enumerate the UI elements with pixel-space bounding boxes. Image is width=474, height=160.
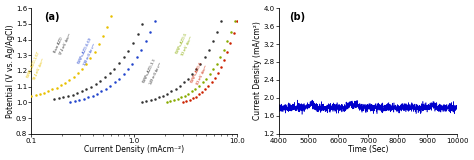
Text: Bare AZO
574 mV dec$^{-1}$: Bare AZO 574 mV dec$^{-1}$ xyxy=(53,28,75,57)
Text: PdNPs-AZO-3.3
149 mV dec$^{-1}$: PdNPs-AZO-3.3 149 mV dec$^{-1}$ xyxy=(142,57,165,87)
Text: PdNPs-AZO-1.67
594 mV dec$^{-1}$: PdNPs-AZO-1.67 594 mV dec$^{-1}$ xyxy=(26,50,49,82)
X-axis label: Time (Sec): Time (Sec) xyxy=(348,145,388,154)
Text: (a): (a) xyxy=(44,12,59,22)
Y-axis label: Current Density (mA/cm²): Current Density (mA/cm²) xyxy=(253,22,262,120)
Text: PdNPs-AZO-5
83 mV dec$^{-1}$: PdNPs-AZO-5 83 mV dec$^{-1}$ xyxy=(190,60,211,87)
Y-axis label: Potential (V vs. Ag/AgCl): Potential (V vs. Ag/AgCl) xyxy=(6,24,15,118)
Text: (b): (b) xyxy=(290,12,306,22)
Text: PdNPs-AZO-5
93 mV dec$^{-1}$: PdNPs-AZO-5 93 mV dec$^{-1}$ xyxy=(174,31,196,58)
X-axis label: Current Density (mAcm⁻²): Current Density (mAcm⁻²) xyxy=(84,145,184,154)
Text: PdNPs-AZO-6.69
338 mV dec$^{-1}$: PdNPs-AZO-6.69 338 mV dec$^{-1}$ xyxy=(77,36,100,68)
